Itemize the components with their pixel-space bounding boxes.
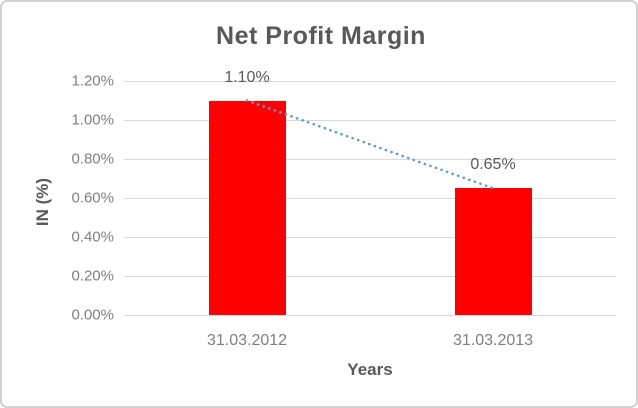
bar-31.03.2013	[454, 188, 532, 315]
x-axis-tick-label: 31.03.2012	[206, 332, 288, 349]
gridline	[124, 120, 616, 121]
gridline	[124, 198, 616, 199]
bar-31.03.2012	[208, 100, 286, 315]
gridline	[124, 159, 616, 160]
chart-title: Net Profit Margin	[216, 22, 426, 50]
y-axis-tick-label: 1.00%	[71, 111, 114, 129]
y-axis-tick-label: 0.60%	[71, 189, 114, 207]
y-axis-tick-label: 0.20%	[71, 267, 114, 285]
x-axis-title: Years	[347, 360, 393, 379]
x-axis-tick-label: 31.03.2013	[452, 332, 534, 349]
gridline	[124, 237, 616, 238]
gridline	[124, 276, 616, 277]
data-label: 1.10%	[224, 68, 270, 86]
gridline	[124, 315, 616, 316]
y-axis-tick-label: 0.40%	[71, 228, 114, 246]
y-axis-tick-label: 0.80%	[71, 150, 114, 168]
y-axis-tick-label: 0.00%	[71, 306, 114, 324]
data-label: 0.65%	[470, 156, 516, 174]
y-axis-tick-label: 1.20%	[71, 72, 114, 90]
gridline	[124, 81, 616, 82]
